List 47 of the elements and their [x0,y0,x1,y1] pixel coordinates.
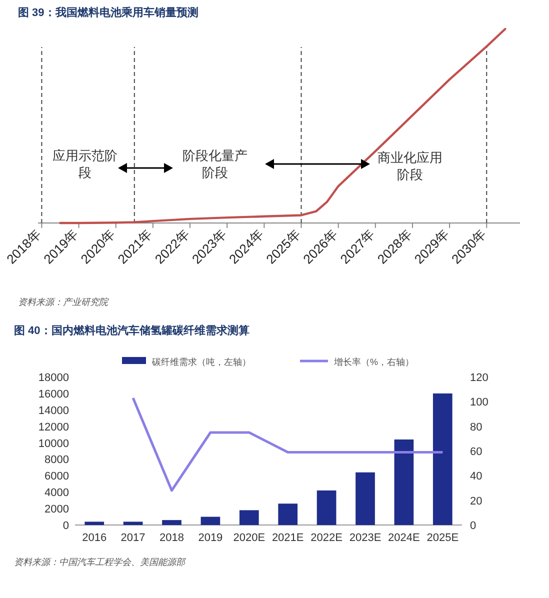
y-tick-label: 14000 [38,404,69,417]
y2-tick-label: 60 [470,446,482,458]
bar [356,472,375,525]
y-tick-label: 18000 [38,372,69,384]
x-tick-label: 2024E [388,532,420,544]
chart-title: 图 40：国内燃料电池汽车储氢罐碳纤维需求测算 [14,324,250,337]
y-tick-label: 8000 [44,454,69,466]
line-series [132,396,444,492]
x-tick-label: 2025E [426,532,459,544]
x-tick-label: 2016 [82,532,107,544]
y2-tick-label: 100 [470,396,488,409]
legend-label: 碳纤维需求（吨，左轴） [151,357,251,367]
bar [84,522,104,525]
y2-tick-label: 40 [470,470,482,483]
bar [162,520,182,525]
y2-tick-label: 0 [470,520,476,532]
y2-tick-label: 80 [470,421,482,434]
x-tick-label: 2021E [272,532,304,544]
bar [239,510,259,525]
legend-label: 增长率（%，右轴） [333,357,414,367]
bar [432,393,452,525]
annotation: 商业化应用阶段 [378,150,442,182]
bar [394,439,414,525]
y2-tick-label: 120 [470,372,488,384]
bar [200,516,220,525]
x-tick-label: 2018 [160,532,184,544]
y-tick-label: 16000 [38,388,69,400]
text: 资料来源：中国汽车工程学会、美国能源部 [14,557,186,567]
bar [316,490,336,525]
y-tick-label: 2000 [44,504,69,516]
y-tick-label: 0 [62,520,69,532]
bar [123,522,143,525]
x-tick-label: 2022E [310,532,342,544]
y2-tick-label: 20 [470,495,482,508]
chart-title: 图 39：我国燃料电池乘用车销量预测 [18,6,198,19]
y-tick-label: 12000 [38,421,69,434]
x-tick-label: 2017 [120,532,146,544]
x-tick-label: 2020E [233,532,266,544]
annotation: 阶段化量产阶段 [182,148,248,180]
y-tick-label: 6000 [44,470,69,483]
text: 资料来源：产业研究院 [18,297,109,307]
y-tick-label: 10000 [38,438,69,450]
y-tick-label: 4000 [44,487,69,500]
x-tick-label: 2019 [198,532,223,544]
annotation: 应用示范阶段 [52,148,118,180]
bar [278,504,298,525]
x-tick-label: 2023E [349,532,382,544]
